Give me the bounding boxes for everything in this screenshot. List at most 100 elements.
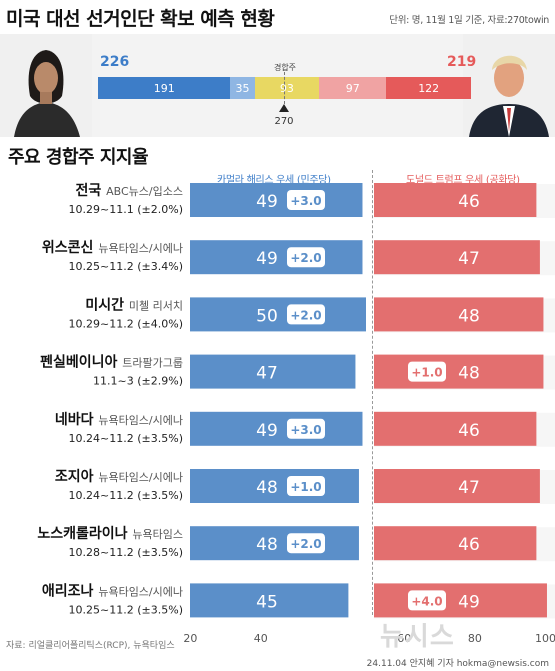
x-tick-label: 100 bbox=[535, 632, 555, 645]
section-title: 주요 경합주 지지율 bbox=[8, 147, 149, 168]
trump-bar bbox=[374, 469, 540, 503]
state-label: 펜실베이니아 트라팔가그룹 bbox=[40, 354, 183, 371]
harris-value-label: 47 bbox=[256, 364, 278, 384]
state-name: 조지아 bbox=[55, 468, 99, 485]
trump-value-label: 48 bbox=[458, 364, 480, 384]
harris-value-label: 45 bbox=[256, 592, 278, 612]
electoral-segment: 191 bbox=[98, 77, 231, 99]
harris-bar bbox=[190, 469, 359, 503]
electoral-panel: 226 219 경합주 191 35 93 97 122 270 bbox=[0, 34, 555, 137]
trump-value-label: 47 bbox=[458, 478, 480, 498]
pollster-name: 뉴욕타임스/시에나 bbox=[98, 414, 183, 427]
electoral-segment: 35 bbox=[230, 77, 255, 99]
threshold-value: 270 bbox=[274, 116, 294, 127]
lead-badge bbox=[408, 361, 446, 382]
lead-badge bbox=[287, 304, 325, 325]
pollster-name: 뉴욕타임스/시에나 bbox=[98, 242, 183, 255]
state-label: 조지아 뉴욕타임스/시에나 bbox=[55, 468, 183, 485]
harris-bar bbox=[190, 583, 349, 618]
state-name: 네바다 bbox=[55, 412, 99, 428]
state-name: 전국 bbox=[75, 182, 106, 199]
harris-value-label: 49 bbox=[256, 192, 278, 212]
trump-bar bbox=[374, 354, 544, 389]
harris-bar bbox=[190, 297, 366, 332]
harris-portrait bbox=[0, 34, 92, 137]
trump-electoral-total: 219 bbox=[447, 54, 477, 70]
threshold-line bbox=[284, 72, 285, 104]
harris-value-label: 49 bbox=[256, 421, 278, 441]
poll-date-label: 10.28~11.2 (±3.5%) bbox=[69, 546, 183, 559]
poll-date-label: 10.24~11.2 (±3.5%) bbox=[69, 489, 183, 502]
x-tick-label: 20 bbox=[183, 632, 197, 645]
center-divider bbox=[372, 170, 373, 615]
harris-value-label: 48 bbox=[256, 535, 278, 555]
state-name: 미시간 bbox=[85, 296, 129, 313]
lead-badge-label: +1.0 bbox=[411, 366, 442, 380]
lead-badge-label: +3.0 bbox=[290, 423, 321, 437]
state-label: 애리조나 뉴욕타임스/시에나 bbox=[42, 583, 183, 599]
footer-source: 자료: 리얼클리어폴리틱스(RCP), 뉴욕타임스 bbox=[6, 641, 175, 651]
lead-badge bbox=[287, 476, 325, 496]
state-name: 위스콘신 bbox=[42, 240, 98, 256]
state-label: 위스콘신 뉴욕타임스/시에나 bbox=[42, 240, 183, 256]
lead-badge bbox=[287, 190, 325, 210]
state-label: 전국 ABC뉴스/입소스 bbox=[75, 182, 183, 199]
pollster-name: ABC뉴스/입소스 bbox=[106, 185, 183, 198]
trump-bar bbox=[374, 411, 537, 446]
trump-bar bbox=[374, 297, 544, 332]
x-tick-label: 60 bbox=[397, 632, 411, 645]
lead-badge bbox=[287, 418, 325, 439]
electoral-segment: 97 bbox=[319, 77, 387, 99]
lead-badge-label: +1.0 bbox=[290, 480, 321, 494]
state-name: 펜실베이니아 bbox=[40, 354, 122, 371]
state-name: 노스캐롤라이나 bbox=[37, 525, 132, 542]
harris-value-label: 49 bbox=[256, 249, 278, 269]
trump-bar bbox=[374, 583, 547, 618]
threshold-arrow-icon bbox=[279, 104, 289, 112]
watermark: 뉴시스 bbox=[380, 622, 455, 652]
pollster-name: 뉴욕타임스/시에나 bbox=[98, 585, 183, 598]
lead-badge-label: +2.0 bbox=[290, 251, 321, 265]
poll-date-label: 11.1~3 (±2.9%) bbox=[93, 375, 183, 388]
trump-value-label: 46 bbox=[458, 192, 480, 212]
lead-badge-label: +3.0 bbox=[290, 194, 321, 208]
harris-bar bbox=[190, 354, 356, 389]
footer-credit: 24.11.04 안지혜 기자 hokma@newsis.com bbox=[366, 659, 549, 669]
header-source: 단위: 명, 11월 1일 기준, 자료:270towin bbox=[389, 15, 549, 26]
poll-date-label: 10.29~11.2 (±4.0%) bbox=[69, 317, 183, 330]
trump-value-label: 48 bbox=[458, 306, 480, 326]
trump-value-label: 46 bbox=[458, 535, 480, 555]
lead-badge bbox=[287, 533, 325, 554]
trump-bar bbox=[374, 526, 537, 561]
poll-date-label: 10.24~11.2 (±3.5%) bbox=[69, 432, 183, 445]
harris-bar bbox=[190, 526, 359, 561]
harris-value-label: 48 bbox=[256, 478, 278, 498]
poll-date-label: 10.29~11.1 (±2.0%) bbox=[69, 203, 183, 216]
trump-value-label: 49 bbox=[458, 592, 480, 612]
electoral-bar: 191 35 93 97 122 bbox=[98, 77, 471, 99]
state-label: 미시간 미첼 리서치 bbox=[85, 296, 183, 313]
state-label: 네바다 뉴욕타임스/시에나 bbox=[55, 412, 183, 428]
state-name: 애리조나 bbox=[42, 583, 98, 599]
trump-portrait bbox=[463, 34, 555, 137]
harris-value-label: 50 bbox=[256, 306, 278, 326]
lead-badge bbox=[408, 590, 446, 611]
trump-bar bbox=[374, 240, 540, 275]
poll-date-label: 10.25~11.2 (±3.4%) bbox=[69, 260, 183, 273]
harris-bar bbox=[190, 240, 363, 275]
x-tick-label: 40 bbox=[254, 632, 268, 645]
pollster-name: 트라팔가그룹 bbox=[122, 357, 183, 370]
state-label: 노스캐롤라이나 뉴욕타임스 bbox=[37, 525, 183, 542]
electoral-segment: 93 bbox=[254, 77, 320, 99]
harris-bar bbox=[190, 183, 363, 217]
trump-value-label: 47 bbox=[458, 249, 480, 269]
lead-badge-label: +2.0 bbox=[290, 308, 321, 322]
pollster-name: 미첼 리서치 bbox=[129, 299, 183, 312]
pollster-name: 뉴욕타임스 bbox=[132, 528, 183, 541]
lead-badge bbox=[287, 247, 325, 268]
x-tick-label: 80 bbox=[468, 632, 482, 645]
poll-date-label: 10.25~11.2 (±3.5%) bbox=[69, 603, 183, 616]
page-title: 미국 대선 선거인단 확보 예측 현황 bbox=[6, 8, 275, 30]
harris-legend: 카멀라 해리스 우세 (민주당) bbox=[217, 175, 331, 186]
